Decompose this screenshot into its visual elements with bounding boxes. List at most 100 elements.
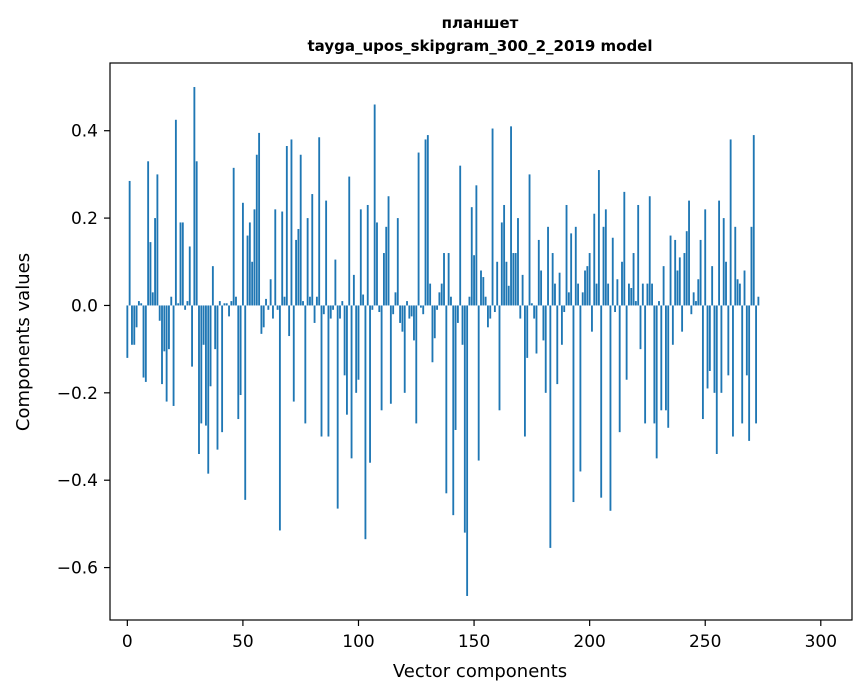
bar (346, 305, 348, 415)
bar (161, 305, 163, 385)
bar (463, 305, 466, 533)
bar (350, 305, 353, 459)
bar (628, 283, 630, 306)
bar (487, 305, 489, 328)
bar (454, 305, 457, 430)
bar (630, 287, 633, 306)
bar (692, 292, 695, 306)
bar (514, 253, 517, 306)
bar (262, 305, 265, 328)
bar (588, 253, 591, 306)
bar (436, 305, 439, 310)
bar (604, 209, 607, 306)
bar (168, 305, 170, 350)
bar (743, 270, 746, 306)
bar (211, 266, 214, 306)
bar (144, 305, 147, 382)
bar (221, 305, 224, 433)
bar (697, 279, 700, 306)
bar (184, 305, 187, 310)
bar (376, 222, 378, 306)
bar (417, 152, 420, 306)
bar (191, 305, 193, 367)
bar (304, 305, 307, 424)
bar (676, 270, 679, 306)
bar (322, 305, 325, 315)
bar (547, 226, 549, 306)
bar (664, 305, 667, 411)
bar (565, 204, 568, 306)
bar (408, 305, 411, 319)
bar (149, 242, 152, 306)
bar (510, 126, 512, 306)
bar (741, 305, 744, 424)
bar (480, 270, 482, 306)
bar (736, 279, 739, 306)
bar (505, 261, 508, 306)
bar (325, 200, 328, 306)
bar (274, 209, 277, 306)
x-tick-label: 150 (458, 632, 490, 652)
bar (385, 226, 388, 306)
bar (362, 294, 365, 306)
bar (193, 87, 196, 306)
bar (288, 305, 291, 337)
bar (725, 261, 727, 306)
bar (311, 194, 314, 306)
bar (394, 292, 397, 306)
bar (597, 170, 600, 306)
bar (278, 305, 281, 531)
bar (181, 222, 184, 306)
bar (470, 207, 473, 306)
bar (655, 305, 658, 459)
bar (621, 261, 623, 306)
bar (341, 301, 344, 306)
bar (477, 305, 480, 461)
bar (313, 305, 316, 323)
bar (586, 266, 589, 306)
bar (156, 174, 159, 306)
bar (542, 305, 545, 341)
bar (574, 226, 577, 306)
bar (267, 305, 270, 310)
bar (579, 305, 582, 472)
bar (380, 305, 383, 411)
bar (339, 305, 341, 319)
bar (690, 305, 693, 315)
bar (246, 235, 249, 306)
bar (218, 301, 221, 306)
bar (248, 222, 251, 306)
bar (720, 305, 723, 393)
bar (318, 137, 321, 306)
x-tick-label: 100 (342, 632, 374, 652)
bar (484, 296, 487, 306)
bar (554, 283, 556, 306)
bar (572, 305, 575, 503)
y-tick-label: −0.6 (57, 559, 98, 579)
bar (556, 305, 559, 385)
bar (456, 305, 459, 323)
bar (295, 239, 298, 306)
bar (320, 305, 323, 437)
bar (158, 305, 161, 321)
bar (521, 274, 524, 306)
bar (348, 176, 351, 306)
bar (452, 305, 455, 516)
bar (577, 283, 580, 306)
bar (255, 154, 258, 306)
bar (128, 180, 131, 306)
bar (611, 237, 614, 306)
bar (500, 222, 503, 306)
bar (526, 305, 529, 358)
y-tick-label: −0.4 (57, 471, 98, 491)
bar (713, 305, 716, 393)
bar (188, 246, 191, 306)
bar (473, 255, 475, 306)
bar (230, 301, 233, 306)
bar (269, 279, 272, 306)
bar (195, 161, 198, 306)
bar (382, 253, 385, 306)
bar (729, 139, 732, 306)
bar (424, 139, 427, 306)
